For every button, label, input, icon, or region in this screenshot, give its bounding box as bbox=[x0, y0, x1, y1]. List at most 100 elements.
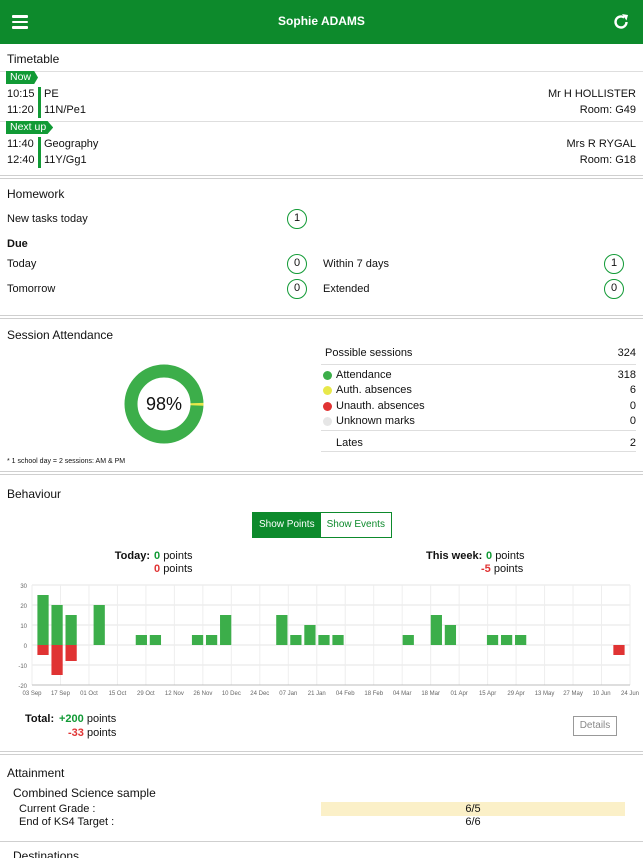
x-tick-label: 10 Dec bbox=[222, 691, 241, 697]
now-subject: PE bbox=[44, 88, 59, 100]
x-tick-label: 15 Oct bbox=[109, 691, 127, 697]
now-tag: Now bbox=[6, 71, 39, 84]
due-tomorrow-count[interactable]: 0 bbox=[287, 279, 307, 299]
positive-bar bbox=[304, 625, 316, 645]
today-positive: 0 points bbox=[154, 550, 193, 562]
total-positive: +200 points bbox=[59, 713, 117, 725]
target-grade-value: 6/6 bbox=[465, 816, 481, 828]
positive-bar bbox=[276, 615, 288, 645]
now-start: 10:15 bbox=[7, 88, 35, 100]
auth-absence-label: Auth. absences bbox=[336, 384, 412, 396]
positive-bar bbox=[191, 635, 204, 645]
y-tick-label: 20 bbox=[20, 604, 27, 610]
positive-bar bbox=[318, 635, 330, 645]
homework-title: Homework bbox=[7, 187, 65, 201]
donut-absence-arc bbox=[124, 364, 204, 444]
extended-count[interactable]: 0 bbox=[604, 279, 624, 299]
behaviour-toggle: Show Points Show Events bbox=[252, 512, 392, 538]
possible-label: Possible sessions bbox=[325, 347, 413, 359]
next-group: 11Y/Gg1 bbox=[44, 154, 87, 166]
positive-bar bbox=[93, 605, 105, 645]
negative-bar bbox=[37, 645, 49, 655]
refresh-icon[interactable] bbox=[611, 12, 631, 32]
x-tick-label: 12 Nov bbox=[165, 691, 184, 697]
week-label: This week: bbox=[426, 550, 483, 562]
auth-absence-dot bbox=[323, 386, 332, 395]
positive-bar bbox=[332, 635, 344, 645]
show-points-button[interactable]: Show Points bbox=[253, 513, 321, 537]
student-name: Sophie ADAMS bbox=[278, 14, 365, 28]
current-grade-label: Current Grade : bbox=[19, 803, 96, 815]
positive-bar bbox=[430, 615, 442, 645]
week-positive: 0 points bbox=[486, 550, 525, 562]
now-teacher: Mr H HOLLISTER bbox=[547, 88, 636, 100]
x-tick-label: 26 Nov bbox=[193, 691, 212, 697]
next-teacher: Mrs R RYGAL bbox=[566, 138, 636, 150]
attendance-percent: 98% bbox=[146, 394, 182, 414]
unknown-marks-label: Unknown marks bbox=[336, 415, 415, 427]
x-tick-label: 21 Jan bbox=[308, 691, 326, 697]
positive-bar bbox=[402, 635, 414, 645]
x-tick-label: 18 Mar bbox=[421, 691, 440, 697]
destinations-title: Destinations bbox=[13, 849, 80, 858]
unauth-absence-dot bbox=[323, 402, 332, 411]
now-room: Room: G49 bbox=[579, 104, 636, 116]
next-subject: Geography bbox=[44, 138, 99, 150]
lates-value: 2 bbox=[629, 437, 636, 449]
x-tick-label: 01 Apr bbox=[450, 691, 467, 697]
show-events-button[interactable]: Show Events bbox=[320, 513, 391, 537]
positive-bar bbox=[290, 635, 302, 645]
attendance-row-value: 318 bbox=[617, 369, 636, 381]
target-grade-label: End of KS4 Target : bbox=[19, 816, 115, 828]
new-tasks-count[interactable]: 1 bbox=[287, 209, 307, 229]
y-tick-label: 0 bbox=[24, 644, 28, 650]
now-bar bbox=[38, 87, 41, 118]
due-label: Due bbox=[7, 238, 28, 250]
details-button[interactable]: Details bbox=[573, 716, 617, 736]
current-grade-value: 6/5 bbox=[321, 802, 625, 816]
next-start: 11:40 bbox=[7, 138, 34, 150]
within7-count[interactable]: 1 bbox=[604, 254, 624, 274]
x-tick-label: 04 Mar bbox=[393, 691, 412, 697]
x-tick-label: 18 Feb bbox=[364, 691, 383, 697]
now-group: 11N/Pe1 bbox=[44, 104, 86, 116]
attendance-dot bbox=[323, 371, 332, 380]
positive-bar bbox=[500, 635, 513, 645]
attendance-row-label: Attendance bbox=[336, 369, 392, 381]
today-negative: 0 points bbox=[154, 563, 193, 575]
negative-bar bbox=[613, 645, 625, 655]
behaviour-title: Behaviour bbox=[7, 487, 62, 501]
x-tick-label: 17 Sep bbox=[51, 691, 71, 697]
possible-value: 324 bbox=[617, 347, 636, 359]
extended-label: Extended bbox=[323, 283, 370, 295]
unauth-absence-label: Unauth. absences bbox=[336, 400, 425, 412]
x-tick-label: 07 Jan bbox=[279, 691, 297, 697]
x-tick-label: 29 Oct bbox=[137, 691, 155, 697]
x-tick-label: 29 Apr bbox=[507, 691, 524, 697]
total-negative: -33 points bbox=[68, 727, 117, 739]
y-tick-label: 30 bbox=[20, 584, 27, 590]
y-tick-label: -20 bbox=[18, 684, 27, 690]
negative-bar bbox=[65, 645, 77, 661]
positive-bar bbox=[149, 635, 162, 645]
positive-bar bbox=[65, 615, 77, 645]
next-room: Room: G18 bbox=[579, 154, 636, 166]
positive-bar bbox=[515, 635, 527, 645]
positive-bar bbox=[37, 595, 49, 645]
x-tick-label: 24 Jun bbox=[621, 691, 639, 697]
attendance-donut: 98% bbox=[124, 364, 204, 444]
due-today-count[interactable]: 0 bbox=[287, 254, 307, 274]
x-tick-label: 27 May bbox=[563, 691, 583, 697]
x-tick-label: 01 Oct bbox=[80, 691, 98, 697]
x-tick-label: 15 Apr bbox=[479, 691, 496, 697]
positive-bar bbox=[135, 635, 147, 645]
total-label: Total: bbox=[25, 713, 55, 725]
hamburger-icon[interactable] bbox=[12, 15, 28, 29]
y-tick-label: 10 bbox=[20, 624, 27, 630]
x-tick-label: 03 Sep bbox=[22, 691, 42, 697]
today-label: Today: bbox=[114, 550, 150, 562]
attainment-subject: Combined Science sample bbox=[13, 786, 156, 800]
app-header: Sophie ADAMS bbox=[0, 0, 643, 44]
new-tasks-label: New tasks today bbox=[7, 213, 88, 225]
